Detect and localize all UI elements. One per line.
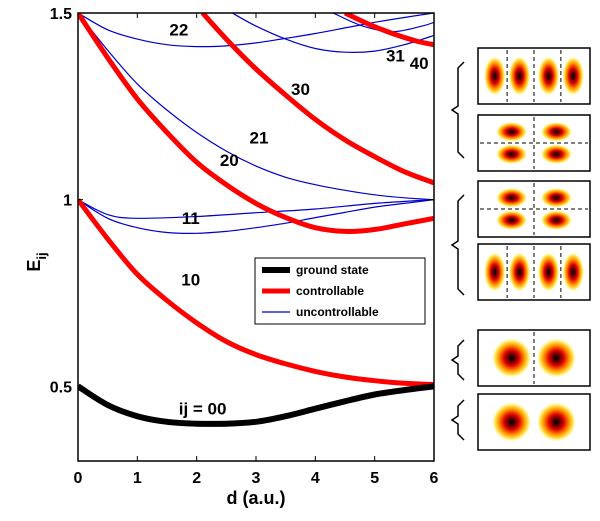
- y-axis-title-subscript: ij: [34, 252, 49, 259]
- x-tick-label: 2: [192, 470, 201, 487]
- x-tick-label: 5: [370, 470, 379, 487]
- curve-label-40: 40: [410, 54, 429, 73]
- axis-ticks-group: 0 1 2 3 4 5 6 0.5 1 1.5: [50, 6, 439, 487]
- series-line-11: [78, 199, 434, 234]
- x-tick-label: 6: [430, 470, 439, 487]
- density-blob: [491, 402, 532, 442]
- y-tick-label: 1.5: [50, 6, 72, 23]
- density-blob: [537, 252, 560, 292]
- series-line-10-dup: [78, 199, 434, 219]
- curves-group: [78, 13, 434, 427]
- curve-label-30: 30: [291, 80, 310, 99]
- orbital-panels: [477, 47, 591, 451]
- y-tick-label: 1: [63, 193, 72, 210]
- legend: ground state controllable uncontrollable: [254, 257, 426, 325]
- density-blob: [540, 187, 573, 208]
- curve-label-10: 10: [181, 271, 200, 290]
- series-line-10: [78, 198, 434, 387]
- panel-brackets: [450, 61, 465, 441]
- panel-bracket-3: [450, 339, 465, 381]
- legend-label-uncontrollable: uncontrollable: [296, 305, 379, 319]
- curve-label-20: 20: [220, 151, 239, 170]
- density-blob: [540, 121, 573, 142]
- y-tick-label: 0.5: [50, 379, 72, 396]
- legend-label-controllable: controllable: [296, 284, 364, 298]
- orbital-panel-6: [477, 393, 591, 451]
- density-blob: [540, 210, 573, 231]
- curve-label-21: 21: [250, 129, 269, 148]
- orbital-panel-4: [477, 243, 591, 301]
- density-blob: [536, 402, 577, 442]
- x-tick-label: 3: [252, 470, 261, 487]
- density-blob: [495, 210, 528, 231]
- x-tick-label: 1: [133, 470, 142, 487]
- density-blob: [562, 56, 585, 96]
- density-blob: [508, 252, 531, 292]
- density-blob: [483, 56, 506, 96]
- orbital-panel-2: [477, 114, 591, 172]
- curve-label-31: 31: [386, 47, 405, 66]
- curve-label-11: 11: [182, 209, 200, 228]
- x-tick-label: 0: [74, 470, 83, 487]
- series-line-40: [343, 13, 434, 48]
- density-blob: [508, 56, 531, 96]
- orbital-panel-1: [477, 47, 591, 105]
- density-blob: [495, 187, 528, 208]
- density-blob: [562, 252, 585, 292]
- svg-text:Eij: Eij: [24, 252, 49, 271]
- density-blob: [483, 252, 506, 292]
- curve-label-ij-00: ij = 00: [179, 399, 227, 418]
- series-line-30: [200, 13, 434, 186]
- orbital-panel-5: [477, 329, 591, 387]
- density-blob: [536, 338, 577, 378]
- x-axis-title: d (a.u.): [227, 488, 286, 508]
- density-blob: [537, 56, 560, 96]
- curve-labels-group: ij = 00 10 11 20 21 22 30 31 40: [169, 20, 428, 418]
- y-axis-title: Eij: [24, 252, 49, 271]
- series-line-31: [232, 13, 434, 53]
- series-line-22: [78, 13, 434, 48]
- density-blob: [491, 338, 532, 378]
- series-line-20: [78, 13, 434, 234]
- panel-bracket-2: [450, 194, 465, 296]
- density-blob: [495, 121, 528, 142]
- y-axis-title-main: E: [24, 260, 44, 272]
- panel-bracket-4: [450, 399, 465, 441]
- density-blob: [540, 144, 573, 165]
- curve-label-22: 22: [169, 20, 188, 39]
- panel-bracket-1: [450, 61, 465, 159]
- series-line-ij-00: [78, 383, 434, 427]
- x-tick-label: 4: [311, 470, 320, 487]
- series-line-21: [78, 13, 434, 201]
- density-blob: [495, 144, 528, 165]
- orbital-panel-3: [477, 180, 591, 238]
- legend-label-ground: ground state: [296, 263, 369, 277]
